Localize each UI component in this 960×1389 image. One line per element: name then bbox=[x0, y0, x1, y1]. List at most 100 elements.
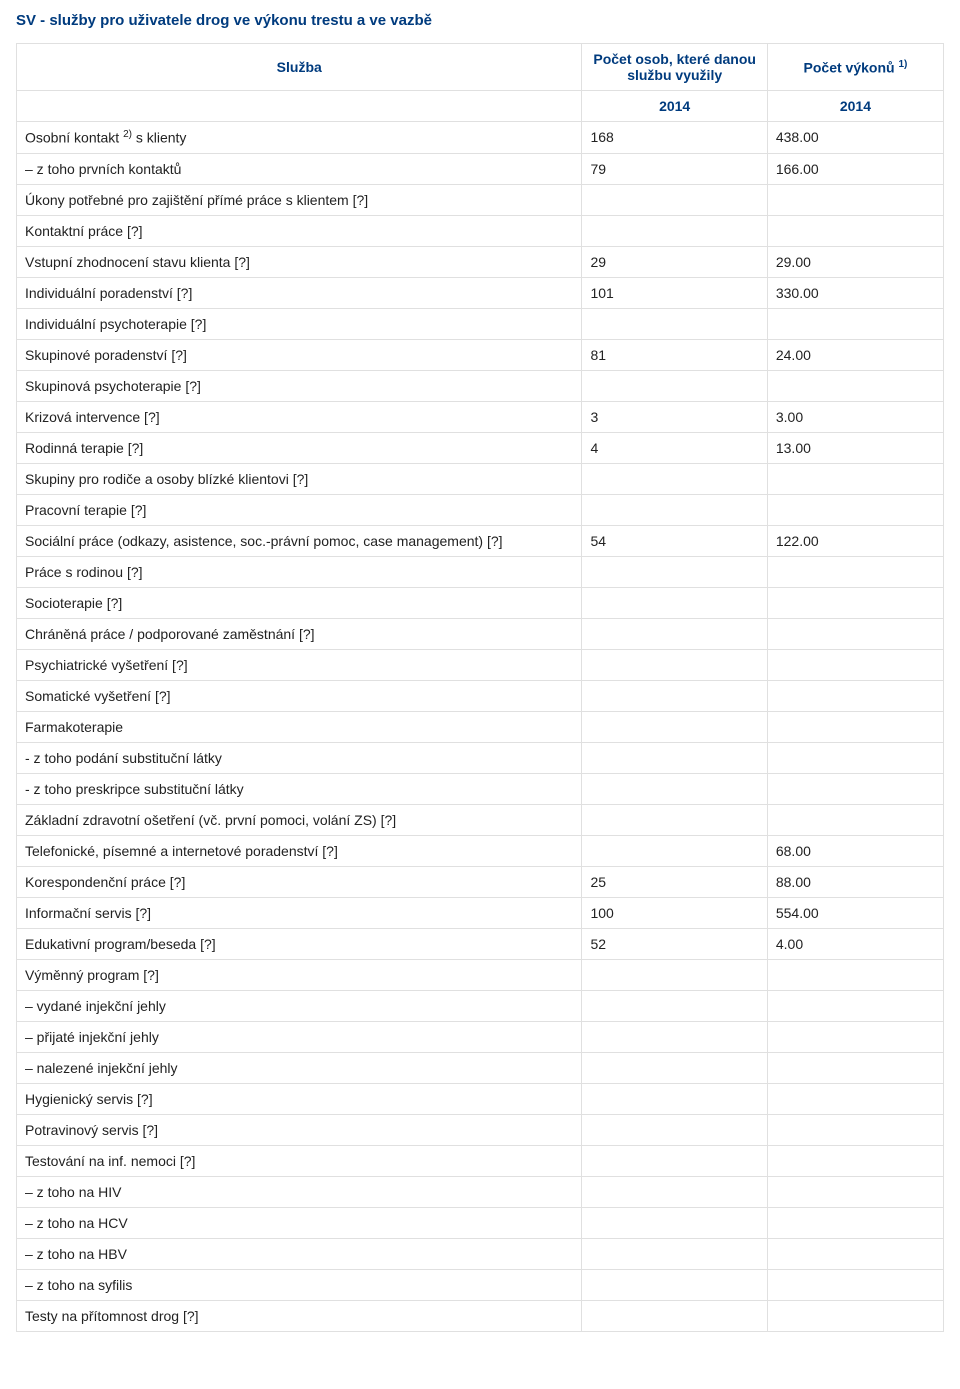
table-row: Testování na inf. nemoci [?] bbox=[17, 1145, 944, 1176]
perf-value: 68.00 bbox=[767, 835, 943, 866]
people-value bbox=[582, 370, 767, 401]
perf-value bbox=[767, 1176, 943, 1207]
perf-value: 166.00 bbox=[767, 153, 943, 184]
people-value bbox=[582, 556, 767, 587]
people-value bbox=[582, 1083, 767, 1114]
header-perf-sup: 1) bbox=[898, 59, 907, 70]
table-row: Testy na přítomnost drog [?] bbox=[17, 1300, 944, 1331]
service-label: – vydané injekční jehly bbox=[17, 990, 582, 1021]
people-value: 100 bbox=[582, 897, 767, 928]
people-value bbox=[582, 773, 767, 804]
people-value: 3 bbox=[582, 401, 767, 432]
table-row: - z toho preskripce substituční látky bbox=[17, 773, 944, 804]
service-label: Psychiatrické vyšetření [?] bbox=[17, 649, 582, 680]
service-label: – nalezené injekční jehly bbox=[17, 1052, 582, 1083]
service-label: Úkony potřebné pro zajištění přímé práce… bbox=[17, 184, 582, 215]
service-label: Základní zdravotní ošetření (vč. první p… bbox=[17, 804, 582, 835]
perf-value bbox=[767, 680, 943, 711]
service-label: - z toho preskripce substituční látky bbox=[17, 773, 582, 804]
table-row: Individuální poradenství [?]101330.00 bbox=[17, 277, 944, 308]
people-value bbox=[582, 711, 767, 742]
label-post: s klienty bbox=[132, 130, 186, 146]
people-value bbox=[582, 742, 767, 773]
perf-value: 13.00 bbox=[767, 432, 943, 463]
perf-value bbox=[767, 1145, 943, 1176]
table-row: Krizová intervence [?]33.00 bbox=[17, 401, 944, 432]
perf-value bbox=[767, 308, 943, 339]
service-label: Korespondenční práce [?] bbox=[17, 866, 582, 897]
table-row: – z toho na HCV bbox=[17, 1207, 944, 1238]
table-row: Individuální psychoterapie [?] bbox=[17, 308, 944, 339]
perf-value: 3.00 bbox=[767, 401, 943, 432]
people-value bbox=[582, 1207, 767, 1238]
people-value bbox=[582, 587, 767, 618]
people-value bbox=[582, 494, 767, 525]
table-row: Hygienický servis [?] bbox=[17, 1083, 944, 1114]
service-label: Telefonické, písemné a internetové porad… bbox=[17, 835, 582, 866]
table-row: Skupinové poradenství [?]8124.00 bbox=[17, 339, 944, 370]
year-blank bbox=[17, 91, 582, 122]
service-label: Testy na přítomnost drog [?] bbox=[17, 1300, 582, 1331]
people-value bbox=[582, 618, 767, 649]
people-value: 168 bbox=[582, 122, 767, 154]
table-row: Telefonické, písemné a internetové porad… bbox=[17, 835, 944, 866]
table-row: – z toho na syfilis bbox=[17, 1269, 944, 1300]
service-label: – přijaté injekční jehly bbox=[17, 1021, 582, 1052]
service-label: Edukativní program/beseda [?] bbox=[17, 928, 582, 959]
service-label: – z toho na syfilis bbox=[17, 1269, 582, 1300]
people-value: 29 bbox=[582, 246, 767, 277]
people-value bbox=[582, 1145, 767, 1176]
perf-value bbox=[767, 184, 943, 215]
perf-value bbox=[767, 463, 943, 494]
perf-value: 29.00 bbox=[767, 246, 943, 277]
service-label: Sociální práce (odkazy, asistence, soc.-… bbox=[17, 525, 582, 556]
service-label: Kontaktní práce [?] bbox=[17, 215, 582, 246]
people-value bbox=[582, 1300, 767, 1331]
people-value bbox=[582, 835, 767, 866]
perf-value bbox=[767, 990, 943, 1021]
people-value: 4 bbox=[582, 432, 767, 463]
perf-value bbox=[767, 494, 943, 525]
perf-value: 24.00 bbox=[767, 339, 943, 370]
table-row: Práce s rodinou [?] bbox=[17, 556, 944, 587]
service-label: Vstupní zhodnocení stavu klienta [?] bbox=[17, 246, 582, 277]
service-label: Osobní kontakt 2) s klienty bbox=[17, 122, 582, 154]
page-title: SV - služby pro uživatele drog ve výkonu… bbox=[16, 12, 944, 29]
table-row: - z toho podání substituční látky bbox=[17, 742, 944, 773]
header-service: Služba bbox=[17, 44, 582, 91]
service-label: Pracovní terapie [?] bbox=[17, 494, 582, 525]
perf-value: 88.00 bbox=[767, 866, 943, 897]
perf-value bbox=[767, 1021, 943, 1052]
service-label: Individuální poradenství [?] bbox=[17, 277, 582, 308]
perf-value bbox=[767, 804, 943, 835]
people-value bbox=[582, 463, 767, 494]
table-row: Skupiny pro rodiče a osoby blízké klient… bbox=[17, 463, 944, 494]
table-row: Farmakoterapie bbox=[17, 711, 944, 742]
table-row: Osobní kontakt 2) s klienty168438.00 bbox=[17, 122, 944, 154]
table-row: – nalezené injekční jehly bbox=[17, 1052, 944, 1083]
people-value bbox=[582, 308, 767, 339]
people-value: 52 bbox=[582, 928, 767, 959]
year-people: 2014 bbox=[582, 91, 767, 122]
perf-value: 330.00 bbox=[767, 277, 943, 308]
service-label: Individuální psychoterapie [?] bbox=[17, 308, 582, 339]
service-label: Skupiny pro rodiče a osoby blízké klient… bbox=[17, 463, 582, 494]
table-row: Úkony potřebné pro zajištění přímé práce… bbox=[17, 184, 944, 215]
people-value: 79 bbox=[582, 153, 767, 184]
perf-value: 4.00 bbox=[767, 928, 943, 959]
service-label: Rodinná terapie [?] bbox=[17, 432, 582, 463]
perf-value bbox=[767, 618, 943, 649]
perf-value bbox=[767, 959, 943, 990]
perf-value bbox=[767, 711, 943, 742]
service-label: Informační servis [?] bbox=[17, 897, 582, 928]
people-value bbox=[582, 680, 767, 711]
people-value bbox=[582, 1238, 767, 1269]
service-label: Krizová intervence [?] bbox=[17, 401, 582, 432]
perf-value bbox=[767, 1207, 943, 1238]
service-label: Farmakoterapie bbox=[17, 711, 582, 742]
service-label: - z toho podání substituční látky bbox=[17, 742, 582, 773]
perf-value bbox=[767, 587, 943, 618]
people-value bbox=[582, 184, 767, 215]
perf-value bbox=[767, 1269, 943, 1300]
label-sup: 2) bbox=[123, 129, 132, 140]
